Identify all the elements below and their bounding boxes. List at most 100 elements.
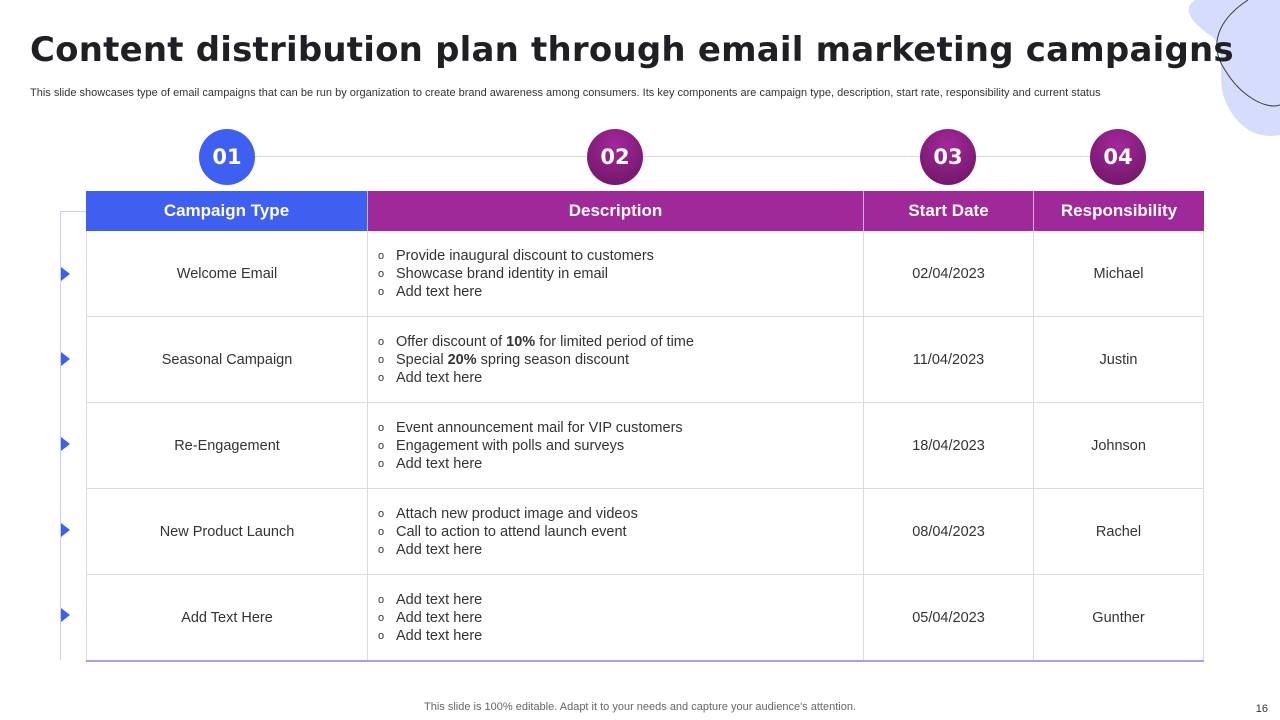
description-cell: o Provide inaugural discount to customers… bbox=[368, 231, 864, 316]
decorative-blob bbox=[1188, 0, 1280, 136]
step-badge-01: 01 bbox=[199, 129, 255, 185]
description-item: o Add text here bbox=[378, 455, 683, 473]
bullet-icon: o bbox=[378, 249, 385, 262]
description-text: Attach new product image and videos bbox=[396, 505, 638, 522]
row-bracket-line bbox=[60, 211, 87, 660]
description-item: o Call to action to attend launch event bbox=[378, 523, 638, 541]
responsibility-cell: Gunther bbox=[1034, 575, 1204, 660]
table-header-row: Campaign Type Description Start Date Res… bbox=[86, 191, 1204, 231]
description-text: Special 20% spring season discount bbox=[396, 351, 629, 369]
campaign-type-cell: New Product Launch bbox=[86, 489, 368, 574]
description-item: o Event announcement mail for VIP custome… bbox=[378, 419, 683, 437]
description-text-part: for limited period of time bbox=[535, 333, 694, 350]
description-item: o Provide inaugural discount to customers bbox=[378, 247, 654, 265]
row-arrow-icon bbox=[61, 267, 70, 281]
description-item: o Add text here bbox=[378, 609, 482, 627]
description-item: o Add text here bbox=[378, 591, 482, 609]
description-item: o Attach new product image and videos bbox=[378, 505, 638, 523]
description-list: o Event announcement mail for VIP custome… bbox=[378, 419, 683, 473]
campaign-type-cell: Welcome Email bbox=[86, 231, 368, 316]
campaign-table: Campaign Type Description Start Date Res… bbox=[86, 191, 1204, 662]
description-text-part: Offer discount of bbox=[396, 333, 507, 350]
bullet-icon: o bbox=[378, 335, 385, 348]
header-start-date: Start Date bbox=[864, 191, 1034, 231]
step-badge-02: 02 bbox=[587, 129, 643, 185]
description-text: Event announcement mail for VIP customer… bbox=[396, 419, 683, 436]
bullet-icon: o bbox=[378, 457, 385, 470]
description-text-part: Special bbox=[396, 351, 448, 368]
description-cell: o Event announcement mail for VIP custome… bbox=[368, 403, 864, 488]
page-number: 16 bbox=[1255, 703, 1268, 715]
description-cell: o Offer discount of 10% for limited perio… bbox=[368, 317, 864, 402]
step-connector-line bbox=[227, 156, 1118, 157]
bullet-icon: o bbox=[378, 629, 385, 642]
description-text-part: spring season discount bbox=[476, 351, 629, 368]
page-subtitle: This slide showcases type of email campa… bbox=[30, 87, 1101, 99]
start-date-cell: 08/04/2023 bbox=[864, 489, 1034, 574]
description-item: o Engagement with polls and surveys bbox=[378, 437, 683, 455]
header-responsibility: Responsibility bbox=[1034, 191, 1204, 231]
row-arrow-icon bbox=[61, 352, 70, 366]
footer-note: This slide is 100% editable. Adapt it to… bbox=[424, 701, 856, 713]
description-list: o Attach new product image and videos o Ca… bbox=[378, 505, 638, 559]
bullet-icon: o bbox=[378, 371, 385, 384]
description-cell: o Attach new product image and videos o Ca… bbox=[368, 489, 864, 574]
bullet-icon: o bbox=[378, 267, 385, 280]
start-date-cell: 05/04/2023 bbox=[864, 575, 1034, 660]
description-text: Call to action to attend launch event bbox=[396, 523, 627, 540]
bullet-icon: o bbox=[378, 507, 385, 520]
description-cell: o Add text here o Add text here o Add text … bbox=[368, 575, 864, 660]
step-badge-04: 04 bbox=[1090, 129, 1146, 185]
campaign-type-cell: Seasonal Campaign bbox=[86, 317, 368, 402]
description-item: o Offer discount of 10% for limited perio… bbox=[378, 333, 694, 351]
bullet-icon: o bbox=[378, 439, 385, 452]
campaign-type-cell: Re-Engagement bbox=[86, 403, 368, 488]
row-arrow-icon bbox=[61, 437, 70, 451]
table-row: Add Text Here o Add text here o Add text h… bbox=[86, 575, 1204, 662]
description-highlight: 20% bbox=[447, 351, 477, 368]
start-date-cell: 18/04/2023 bbox=[864, 403, 1034, 488]
bullet-icon: o bbox=[378, 353, 385, 366]
bullet-icon: o bbox=[378, 525, 385, 538]
description-text: Add text here bbox=[396, 541, 483, 558]
table-row: New Product Launch o Attach new product i… bbox=[86, 489, 1204, 575]
responsibility-cell: Michael bbox=[1034, 231, 1204, 316]
row-arrow-icon bbox=[61, 608, 70, 622]
description-list: o Provide inaugural discount to customers… bbox=[378, 247, 654, 301]
description-text: Provide inaugural discount to customers bbox=[396, 247, 654, 264]
responsibility-cell: Justin bbox=[1034, 317, 1204, 402]
description-text: Add text here bbox=[396, 455, 483, 472]
header-description: Description bbox=[368, 191, 864, 231]
description-item: o Special 20% spring season discount bbox=[378, 351, 694, 369]
description-text: Add text here bbox=[396, 627, 483, 644]
header-campaign-type: Campaign Type bbox=[86, 191, 368, 231]
responsibility-cell: Johnson bbox=[1034, 403, 1204, 488]
description-item: o Add text here bbox=[378, 283, 654, 301]
row-arrow-icon bbox=[61, 523, 70, 537]
start-date-cell: 02/04/2023 bbox=[864, 231, 1034, 316]
table-row: Re-Engagement o Event announcement mail f… bbox=[86, 403, 1204, 489]
table-row: Welcome Email o Provide inaugural discoun… bbox=[86, 231, 1204, 317]
description-text: Add text here bbox=[396, 369, 483, 386]
description-text: Showcase brand identity in email bbox=[396, 265, 608, 282]
description-item: o Add text here bbox=[378, 369, 694, 387]
description-text: Add text here bbox=[396, 283, 483, 300]
description-text: Engagement with polls and surveys bbox=[396, 437, 625, 454]
description-item: o Showcase brand identity in email bbox=[378, 265, 654, 283]
description-list: o Add text here o Add text here o Add text … bbox=[378, 591, 482, 645]
description-text: Add text here bbox=[396, 591, 483, 608]
page-title: Content distribution plan through email … bbox=[30, 30, 1234, 70]
bullet-icon: o bbox=[378, 543, 385, 556]
description-item: o Add text here bbox=[378, 627, 482, 645]
table-row: Seasonal Campaign o Offer discount of 10%… bbox=[86, 317, 1204, 403]
description-list: o Offer discount of 10% for limited perio… bbox=[378, 333, 694, 387]
start-date-cell: 11/04/2023 bbox=[864, 317, 1034, 402]
bullet-icon: o bbox=[378, 611, 385, 624]
bullet-icon: o bbox=[378, 593, 385, 606]
description-item: o Add text here bbox=[378, 541, 638, 559]
bullet-icon: o bbox=[378, 421, 385, 434]
step-badge-03: 03 bbox=[920, 129, 976, 185]
description-text: Add text here bbox=[396, 609, 483, 626]
bullet-icon: o bbox=[378, 285, 385, 298]
responsibility-cell: Rachel bbox=[1034, 489, 1204, 574]
